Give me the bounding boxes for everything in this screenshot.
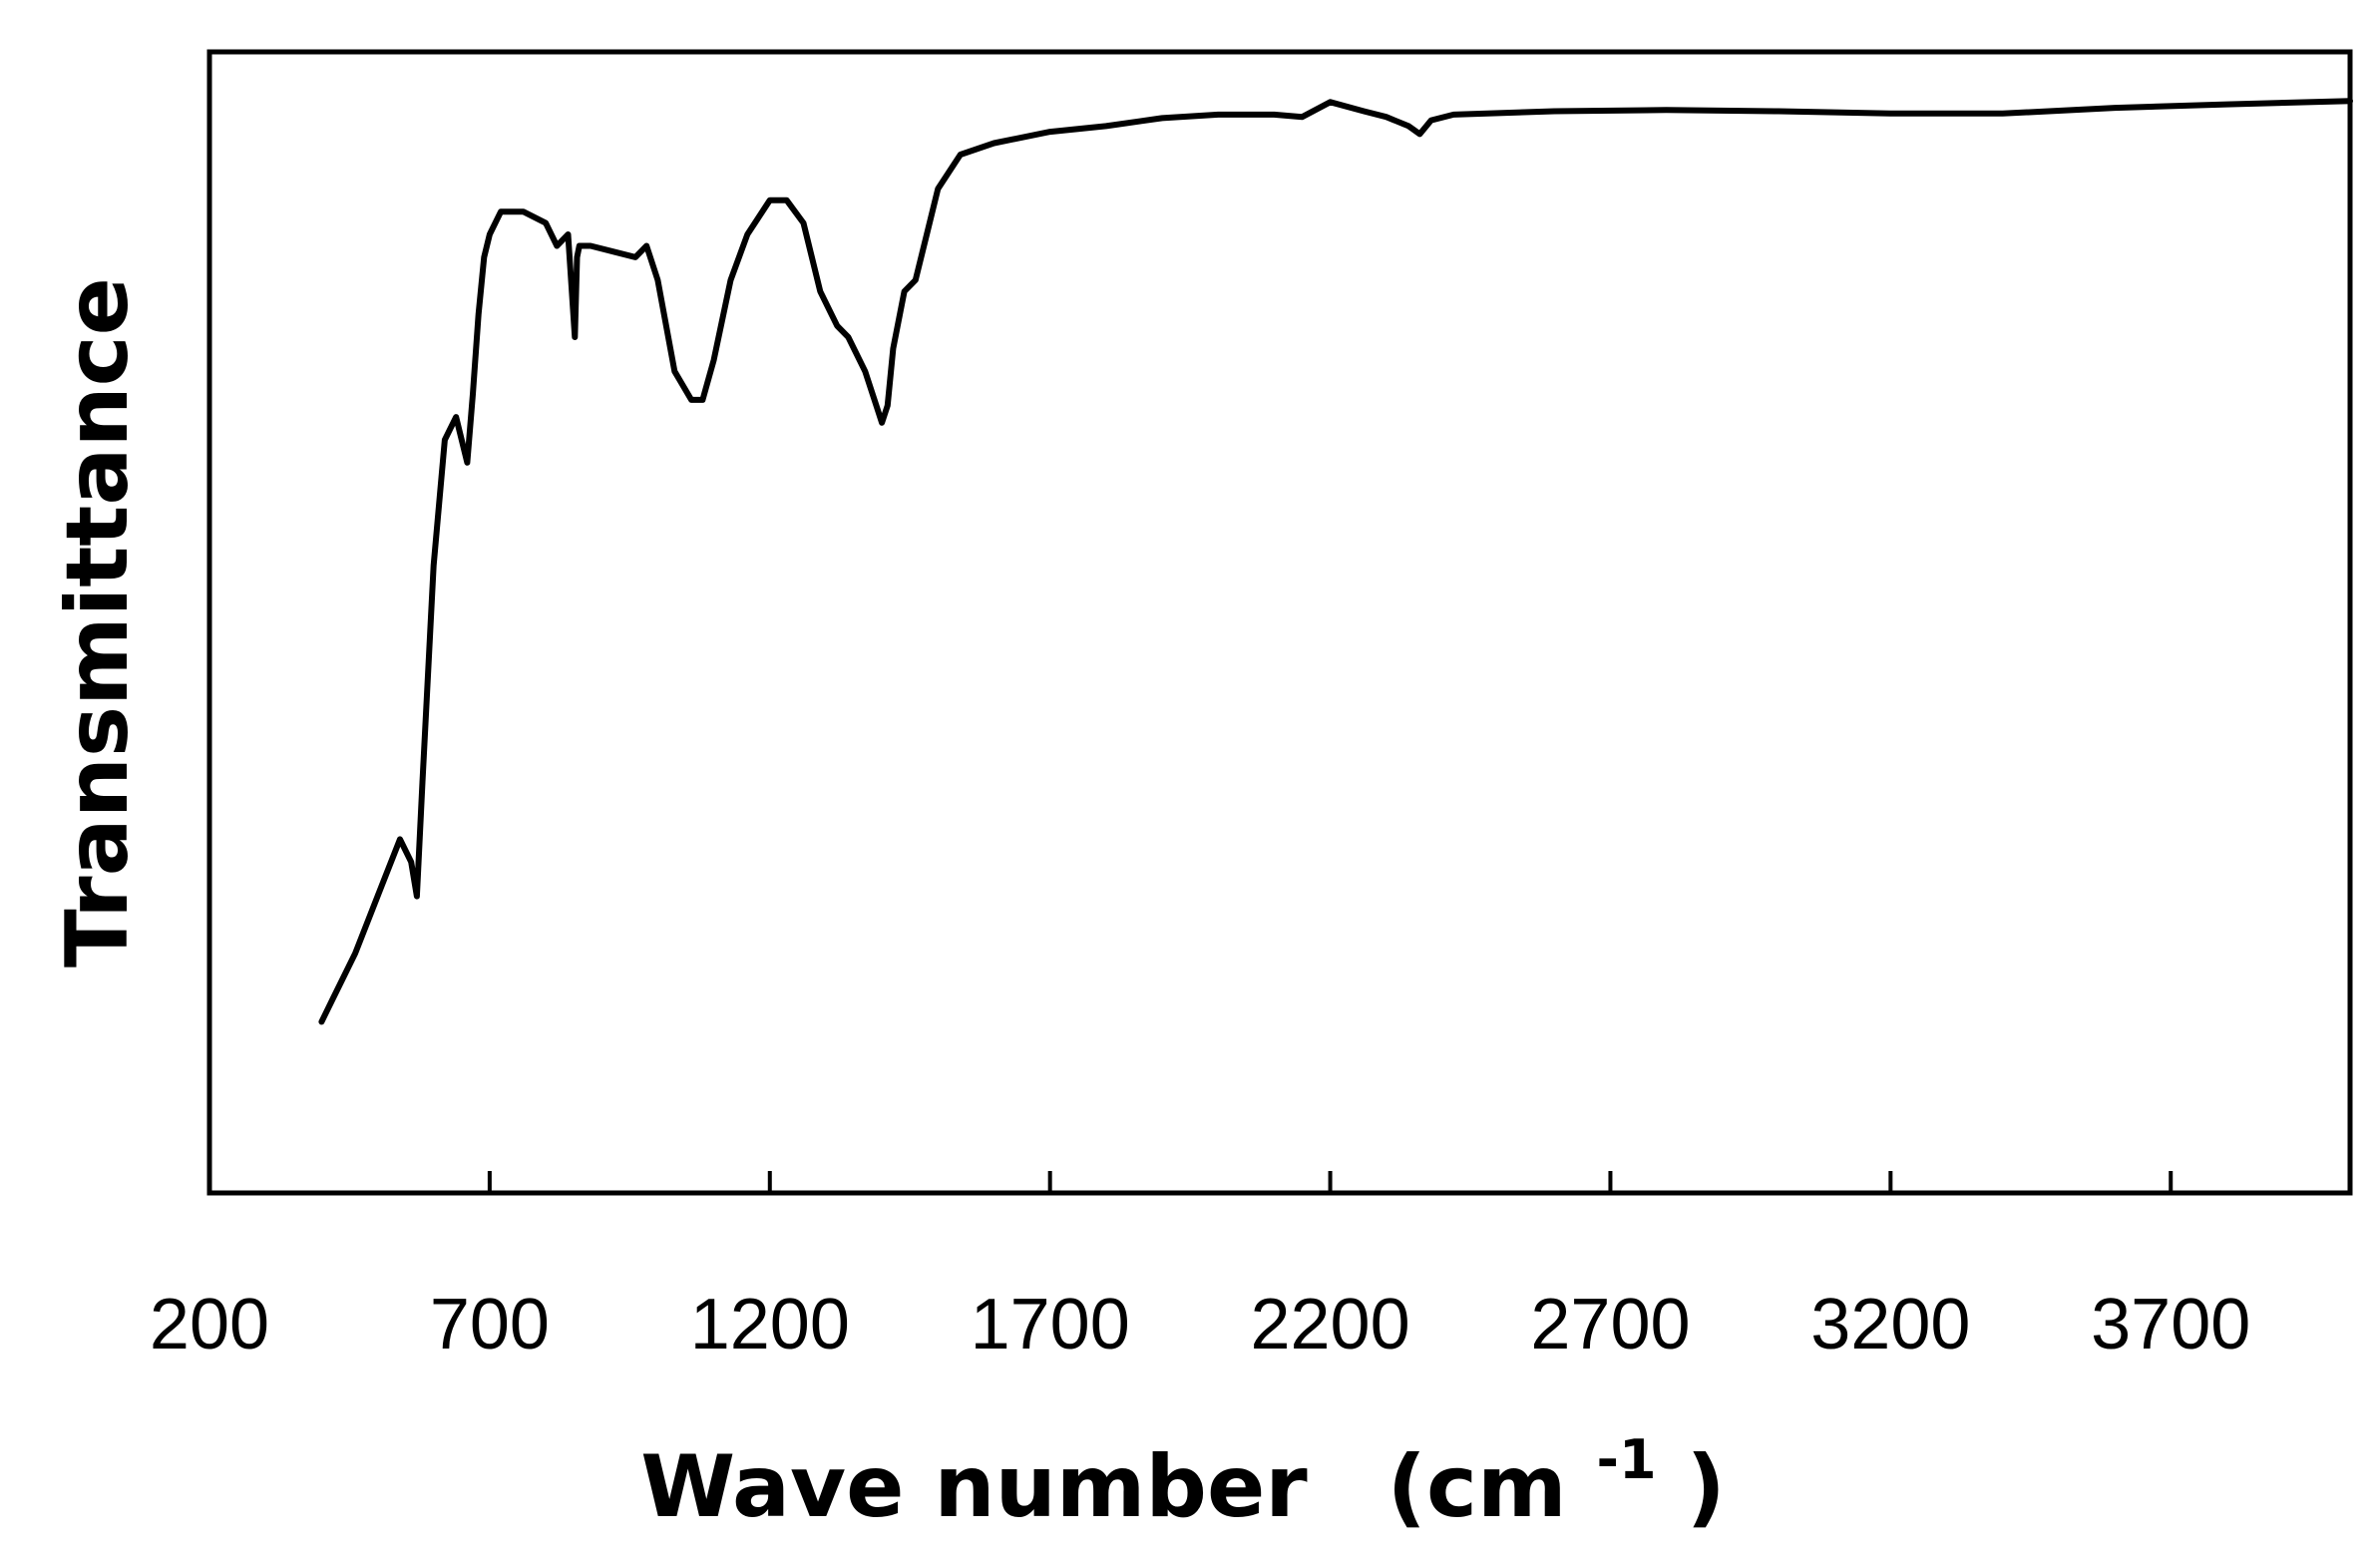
x-tick-label-2200: 2200: [1250, 1285, 1409, 1364]
x-axis-tick-labels: 200 700 1200 1700 2200 2700 3200 3700: [150, 1285, 2250, 1364]
y-axis-title: Transmittance: [48, 277, 148, 968]
x-axis-title: Wave number (cm -1 ): [640, 1399, 1726, 1537]
x-axis-title-text: Wave number: [640, 1437, 1308, 1537]
transmittance-line: [318, 98, 2353, 1025]
x-tick-label-1700: 1700: [971, 1285, 1130, 1364]
x-axis-title-unit-open: (cm: [1388, 1437, 1567, 1537]
x-axis-title-unit-close: ): [1686, 1437, 1725, 1537]
x-tick-label-3700: 3700: [2091, 1285, 2250, 1364]
plot-frame: [206, 49, 2353, 1196]
x-tick-label-3200: 3200: [1810, 1285, 1970, 1364]
x-tick-label-2700: 2700: [1530, 1285, 1690, 1364]
x-axis-ticks: [487, 1171, 2174, 1193]
x-tick-label-200: 200: [150, 1285, 269, 1364]
x-tick-label-700: 700: [430, 1285, 550, 1364]
x-tick-label-1200: 1200: [690, 1285, 850, 1364]
x-axis-title-unit-sup: -1: [1597, 1428, 1657, 1491]
plot-background: [209, 52, 2350, 1193]
